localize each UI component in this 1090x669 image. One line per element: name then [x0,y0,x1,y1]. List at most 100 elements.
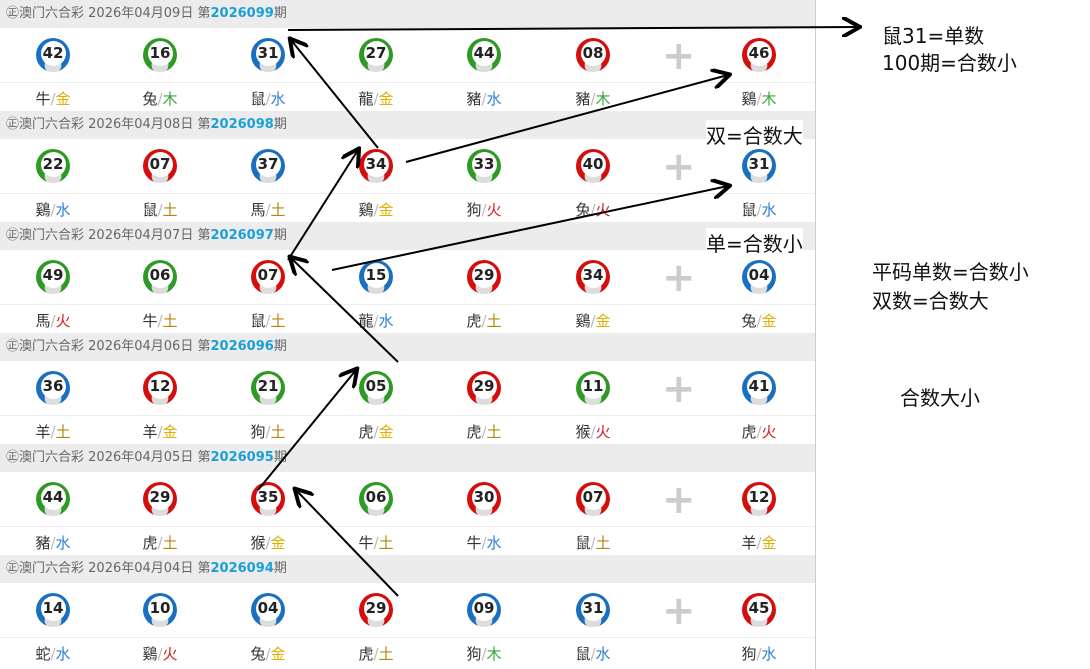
element: 水 [270,90,286,108]
period-number[interactable]: 2026099 [210,6,274,21]
arrow [296,490,399,597]
suffix: 期 [273,6,287,21]
number-ball: 37 [251,149,285,183]
zodiac-element: 鼠/土 [575,534,611,552]
arrow [291,40,379,149]
number-ball: 29 [467,260,501,294]
prefix: 第 [197,450,211,465]
arrow [287,27,858,30]
draw-date: 2026年04月04日 [88,561,194,576]
number-ball: 12 [143,371,177,405]
zodiac: 龍 [358,90,374,108]
period-number[interactable]: 2026097 [210,228,274,243]
note: 单=合数小 [706,228,803,257]
zodiac-element: 鼠/土 [250,312,286,330]
zodiac: 猴 [575,423,591,441]
element: 火 [55,312,71,330]
ball-number: 31 [580,595,606,621]
lottery-name: ㊣澳门六合彩 [6,117,85,132]
element: 土 [270,312,286,330]
draw-group: ㊣澳门六合彩 2026年04月09日 第2026099期 42 16 31 27 44 08… [0,0,815,111]
zodiac-element: 鼠/土 [142,201,178,219]
draw-header: ㊣澳门六合彩 2026年04月04日 第2026094期 [0,555,815,583]
element: 水 [378,312,394,330]
zodiac-element: 鷄/木 [741,90,777,108]
zodiac: 鼠 [250,312,266,330]
number-ball: 09 [467,593,501,627]
element: 金 [761,312,777,330]
lottery-name: ㊣澳门六合彩 [6,339,85,354]
zodiac: 鷄 [575,312,591,330]
number-ball: 44 [467,38,501,72]
ball-number: 40 [580,151,606,177]
zodiac-element: 馬/土 [250,201,286,219]
ball-row: 42 16 31 27 44 08 46 + [0,28,815,83]
number-ball: 31 [742,149,776,183]
zodiac-element: 牛/土 [142,312,178,330]
number-ball: 33 [467,149,501,183]
zodiac-element: 蛇/水 [35,645,71,663]
zodiac-element: 虎/土 [466,312,502,330]
ball-number: 41 [746,373,772,399]
zodiac: 牛 [142,312,158,330]
draw-results-table: ㊣澳门六合彩 2026年04月09日 第2026099期 42 16 31 27 44 08… [0,0,816,669]
zodiac: 龍 [358,312,374,330]
ball-number: 31 [746,151,772,177]
element: 水 [55,201,71,219]
zodiac-element: 鼠/水 [575,645,611,663]
element: 水 [55,534,71,552]
number-ball: 21 [251,371,285,405]
period-number[interactable]: 2026094 [210,561,274,576]
element: 土 [270,423,286,441]
element: 土 [162,312,178,330]
number-ball: 30 [467,482,501,516]
number-ball: 27 [359,38,393,72]
ball-row: 36 12 21 05 29 11 41 + [0,361,815,416]
ball-number: 22 [40,151,66,177]
number-ball: 34 [576,260,610,294]
ball-number: 44 [40,484,66,510]
zodiac: 虎 [466,312,482,330]
ball-number: 10 [147,595,173,621]
draw-header: ㊣澳门六合彩 2026年04月05日 第2026095期 [0,444,815,472]
element: 金 [162,423,178,441]
element: 土 [162,201,178,219]
element: 金 [378,201,394,219]
period-number[interactable]: 2026096 [210,339,274,354]
zodiac: 狗 [741,645,757,663]
number-ball: 35 [251,482,285,516]
ball-number: 29 [471,262,497,288]
zodiac: 馬 [35,312,51,330]
draw-header: ㊣澳门六合彩 2026年04月06日 第2026096期 [0,333,815,361]
zodiac: 狗 [250,423,266,441]
note: 合数大小 [900,386,980,410]
element: 木 [486,645,502,663]
ball-number: 21 [255,373,281,399]
number-ball: 49 [36,260,70,294]
period-number[interactable]: 2026095 [210,450,274,465]
element: 金 [55,90,71,108]
zodiac: 兔 [142,90,158,108]
zodiac-element: 狗/水 [741,645,777,663]
prefix: 第 [197,228,211,243]
suffix: 期 [273,228,287,243]
note: 平码单数=合数小 [872,260,1029,284]
element: 火 [595,201,611,219]
ball-number: 44 [471,40,497,66]
ball-number: 06 [363,484,389,510]
ball-number: 33 [471,151,497,177]
number-ball: 11 [576,371,610,405]
ball-number: 16 [147,40,173,66]
zodiac: 虎 [142,534,158,552]
zodiac-element: 羊/土 [35,423,71,441]
period-number[interactable]: 2026098 [210,117,274,132]
element: 水 [55,645,71,663]
zodiac-row: 羊/土 羊/金 狗/土 虎/金 虎/土 猴/火 虎/火 [0,416,815,444]
zodiac: 猴 [250,534,266,552]
number-ball: 14 [36,593,70,627]
zodiac: 鼠 [575,645,591,663]
zodiac-row: 豬/水 虎/土 猴/金 牛/土 牛/水 鼠/土 羊/金 [0,527,815,555]
zodiac-row: 鷄/水 鼠/土 馬/土 鷄/金 狗/火 兔/火 鼠/水 [0,194,815,222]
element: 水 [761,645,777,663]
zodiac: 兔 [575,201,591,219]
